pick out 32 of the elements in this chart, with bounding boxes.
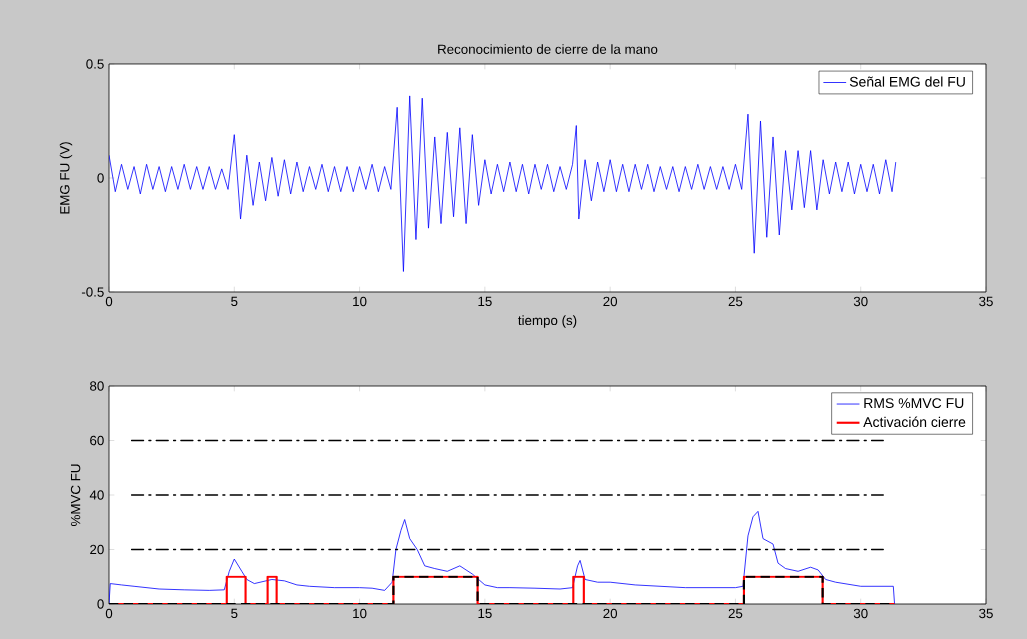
x-tick-label: 15 [478, 296, 492, 307]
x-tick-label: 20 [603, 608, 618, 619]
x-tick-label: 35 [979, 296, 993, 307]
y-tick-label: 0.5 [86, 59, 104, 69]
y-tick-label: 0 [97, 599, 104, 609]
x-tick-label: 10 [353, 296, 367, 307]
x-tick-label: 10 [353, 608, 367, 619]
y-tick-label: -0.5 [81, 287, 104, 297]
x-tick-label: 20 [603, 296, 618, 307]
x-tick-label: 25 [728, 296, 743, 307]
legend-label: RMS %MVC FU [864, 398, 964, 409]
y-tick-label: 40 [89, 490, 104, 500]
x-tick-label: 15 [478, 608, 492, 619]
y-tick-label: 0 [97, 173, 104, 183]
y-axis-title: %MVC FU [70, 464, 81, 527]
x-tick-label: 5 [231, 296, 238, 307]
y-axis-title: EMG FU (V) [59, 142, 73, 214]
x-axis-title: tiempo (s) [518, 315, 577, 328]
legend-label: Activación cierre [863, 416, 966, 428]
y-tick-label: 20 [90, 544, 104, 555]
x-tick-label: 30 [853, 608, 868, 619]
chart-title: Reconocimiento de cierre de la mano [438, 44, 658, 54]
legend-label: Señal EMG del FU [849, 76, 965, 87]
line-series [109, 95, 897, 272]
y-tick-label: 80 [90, 381, 104, 391]
x-tick-label: 5 [231, 608, 238, 619]
x-tick-label: 35 [979, 608, 993, 619]
x-tick-label: 0 [105, 608, 113, 619]
x-tick-label: 25 [728, 608, 743, 619]
x-tick-label: 30 [853, 296, 868, 307]
x-tick-label: 0 [105, 296, 113, 307]
y-tick-label: 60 [90, 435, 104, 446]
